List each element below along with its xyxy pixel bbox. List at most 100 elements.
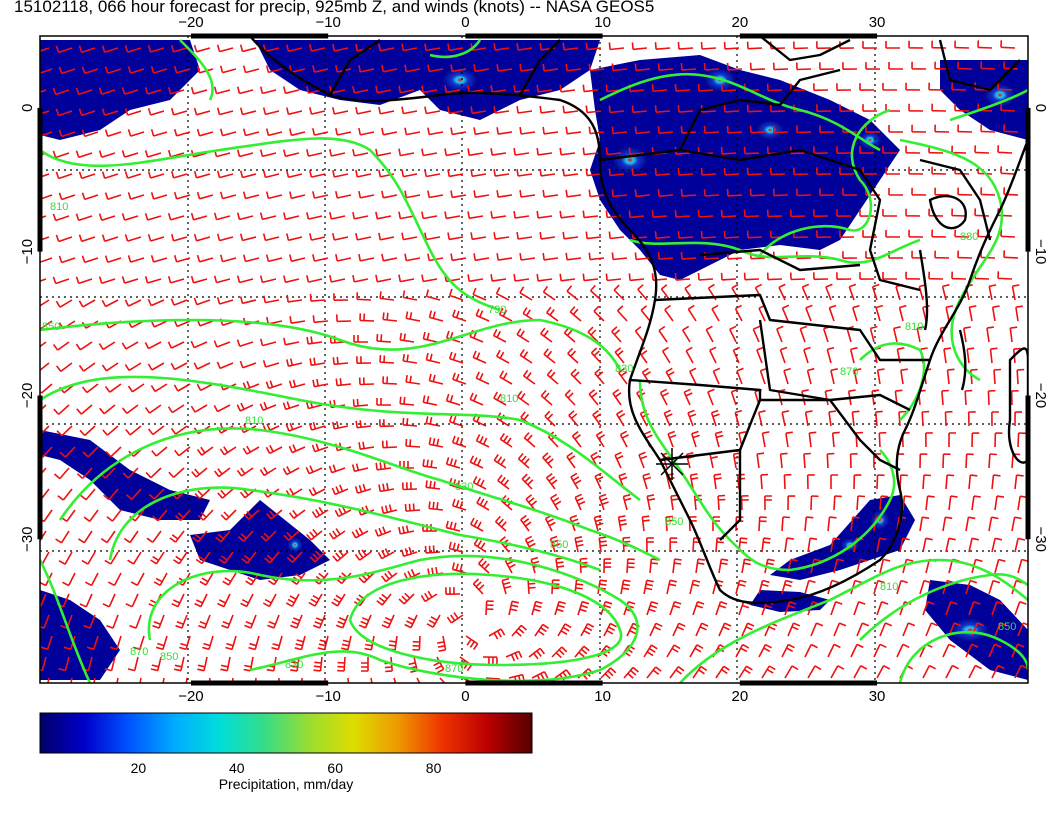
wind-barb (1014, 601, 1027, 616)
wind-barb (358, 614, 372, 629)
wind-barb (424, 43, 441, 52)
wind-barb (790, 272, 806, 281)
wind-barb (971, 495, 981, 511)
country-border-14 (759, 36, 851, 62)
wind-barb (402, 417, 418, 427)
wind-barb (150, 192, 168, 200)
wind-barb (666, 644, 681, 658)
marker-diagonal-b (660, 452, 684, 476)
wind-barb (564, 389, 576, 406)
wind-barb (542, 63, 559, 72)
wind-barb (499, 432, 513, 448)
wind-barb (404, 64, 421, 73)
wind-barb (219, 191, 237, 200)
wind-barb (667, 430, 677, 448)
wind-barb (565, 63, 582, 72)
wind-barb (565, 126, 582, 135)
contour-line-19 (179, 39, 214, 101)
wind-barb (905, 208, 921, 217)
wind-barb (328, 464, 346, 474)
wind-barb (265, 254, 283, 263)
wind-barb (283, 275, 300, 284)
wind-barb (101, 362, 119, 372)
wind-barb (517, 452, 530, 469)
contour-label: 830 (285, 659, 303, 671)
wind-barb (796, 125, 812, 134)
wind-barb (404, 190, 421, 199)
wind-barb (925, 495, 935, 511)
wind-barb (713, 473, 722, 490)
wind-barb (687, 409, 697, 427)
wind-barb (358, 127, 375, 136)
wind-barb (539, 105, 556, 114)
wind-barb (147, 298, 165, 307)
wind-barb (52, 213, 70, 222)
wind-barb (908, 103, 924, 112)
wind-barb (150, 255, 168, 263)
contour-label: 850 (998, 621, 1016, 633)
wind-barb (259, 338, 277, 347)
wind-barb (643, 644, 658, 658)
wind-barb (52, 87, 70, 96)
wind-barb (82, 446, 99, 458)
wind-barb (598, 536, 608, 553)
wind-barb (593, 305, 605, 322)
wind-barb (519, 286, 533, 301)
wind-barb (772, 188, 789, 197)
wind-barb (358, 253, 375, 262)
wind-barb (239, 296, 257, 305)
wind-barb (55, 530, 70, 544)
wind-barb (405, 438, 421, 448)
wind-barb (93, 677, 96, 683)
wind-barb (75, 150, 93, 159)
wind-barb (519, 126, 536, 135)
wind-barb (40, 320, 53, 330)
wind-barb (779, 346, 788, 364)
wind-barb (57, 488, 73, 501)
wind-barb (144, 213, 162, 221)
wind-barb (893, 326, 901, 343)
wind-barb (81, 66, 99, 75)
wind-barb (685, 346, 694, 364)
wind-barb (192, 530, 208, 543)
wind-barb (475, 434, 490, 448)
wind-barb (781, 579, 793, 595)
wind-barb (836, 83, 852, 91)
wind-barb (405, 374, 421, 385)
wind-barb (260, 530, 277, 542)
wind-barb (99, 404, 116, 415)
wind-barb (896, 579, 908, 595)
wind-barb (56, 425, 73, 437)
wind-barb (331, 593, 346, 607)
wind-barb (451, 435, 467, 448)
wind-barb (559, 147, 576, 156)
wind-barb (129, 614, 142, 629)
wind-barb (173, 191, 191, 200)
wind-barb (352, 274, 369, 283)
wind-barb (991, 664, 1005, 679)
wind-barb (980, 61, 996, 70)
lat-tick-label-left: 0 (19, 104, 36, 112)
wind-barb (451, 562, 467, 574)
wind-barb (145, 467, 162, 479)
wind-barb (830, 368, 838, 385)
wind-barb (905, 145, 921, 154)
wind-barb (81, 551, 96, 565)
wind-barb (493, 106, 510, 114)
wind-barb (40, 278, 47, 282)
wind-barb (376, 593, 392, 606)
wind-barb (726, 62, 743, 71)
wind-barb (424, 232, 441, 241)
wind-barb (499, 536, 512, 553)
wind-barb (700, 41, 717, 50)
wind-barb (127, 383, 145, 393)
wind-barb (582, 84, 599, 93)
wind-barb (173, 656, 185, 672)
wind-barb (147, 171, 165, 179)
wind-barb (1000, 166, 1016, 175)
wind-barb (677, 42, 694, 50)
wind-barb (905, 271, 921, 280)
wind-barb (216, 107, 234, 116)
wind-barb (242, 445, 260, 455)
wind-barb (613, 284, 625, 301)
